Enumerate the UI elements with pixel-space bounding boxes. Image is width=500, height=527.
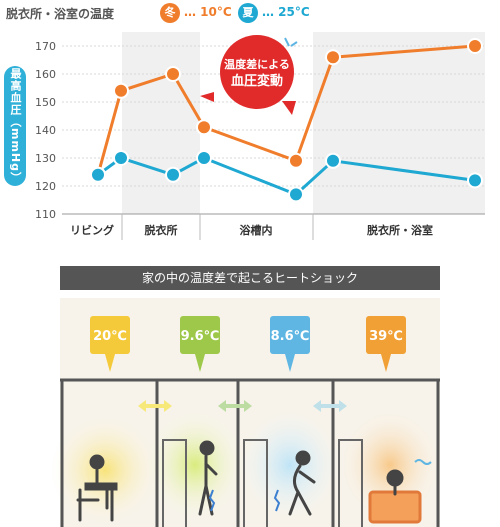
- zone-band-bathroom: [313, 32, 485, 214]
- x-zone-label-2: 浴槽内: [240, 223, 273, 237]
- point-1-1: [113, 150, 129, 166]
- summer-badge: 夏: [238, 3, 258, 23]
- temp-badge-pointer-2: [285, 354, 295, 372]
- point-0-3: [196, 119, 212, 136]
- room-temp-badge-0: 20℃: [90, 316, 130, 372]
- x-zone-label-1: 脱衣所: [145, 223, 178, 237]
- point-1-3: [196, 150, 212, 166]
- y-tick-label-140: 140: [35, 124, 56, 137]
- temp-badge-bg-1: [180, 316, 220, 354]
- y-axis-label: 最高血圧（mmHg）: [4, 66, 26, 186]
- y-tick-label-160: 160: [35, 68, 56, 81]
- winter-badge: 冬: [160, 3, 180, 23]
- temp-badge-pointer-3: [381, 354, 391, 372]
- annotation-burst: [220, 35, 294, 109]
- heat-shock-title: 家の中の温度差で起こるヒートショック: [60, 266, 440, 290]
- annotation-text-0: 温度差による: [224, 57, 290, 71]
- temp-value-2: 8.6℃: [271, 329, 310, 344]
- point-0-6: [467, 38, 483, 54]
- point-0-1: [113, 82, 129, 99]
- room-temp-badge-2: 8.6℃: [270, 316, 310, 372]
- temp-badge-pointer-1: [195, 354, 205, 372]
- temp-value-1: 9.6℃: [181, 329, 220, 344]
- point-1-6: [467, 172, 483, 189]
- y-tick-label-150: 150: [35, 96, 56, 109]
- summer-value: … 25°C: [262, 5, 310, 19]
- sweat-icon: [284, 37, 298, 47]
- point-1-2: [165, 166, 181, 183]
- temp-badge-bg-0: [90, 316, 130, 354]
- room-temp-badge-1: 9.6℃: [180, 316, 220, 372]
- blood-pressure-chart: 110 120 130 140 150 160 170 リビング 脱衣所 浴槽内 脱衣所・浴室 温…: [35, 32, 485, 240]
- point-0-2: [165, 66, 181, 82]
- y-tick-label-110: 110: [35, 208, 56, 221]
- temp-value-3: 39℃: [369, 329, 403, 344]
- y-tick-label-120: 120: [35, 180, 56, 193]
- room-temp-badge-3: 39℃: [366, 316, 406, 372]
- point-1-0: [90, 166, 106, 183]
- temp-value-0: 20℃: [93, 329, 127, 344]
- point-1-5: [325, 152, 341, 169]
- y-tick-label-170: 170: [35, 40, 56, 53]
- point-0-5: [325, 49, 341, 66]
- x-zone-label-3: 脱衣所・浴室: [367, 223, 433, 237]
- temp-badge-bg-3: [366, 316, 406, 354]
- temp-badge-bg-2: [270, 316, 310, 354]
- x-zone-label-0: リビング: [70, 223, 114, 237]
- annotation-text-1: 血圧変動: [231, 73, 283, 89]
- y-tick-label-130: 130: [35, 152, 56, 165]
- temp-badge-pointer-0: [105, 354, 115, 372]
- zone-band-dressing: [122, 32, 200, 214]
- point-0-4: [288, 152, 304, 169]
- annotation-arrow-right: [282, 101, 296, 115]
- point-1-4: [288, 186, 304, 203]
- legend-title: 脱衣所・浴室の温度: [6, 7, 115, 21]
- annotation-arrow-left: [200, 92, 214, 102]
- winter-value: … 10°C: [184, 5, 232, 19]
